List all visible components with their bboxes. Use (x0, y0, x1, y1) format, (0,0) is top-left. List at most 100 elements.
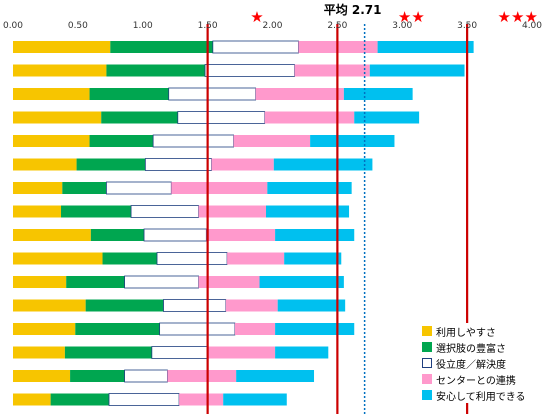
bar-segment-row9-series2 (90, 229, 145, 241)
bar-segment-row11-series5 (259, 276, 344, 288)
bar-segment-row6-series4 (211, 158, 274, 171)
bar-segment-row5-series3 (152, 134, 234, 148)
bar-segment-row13-series4 (234, 323, 276, 335)
bar-segment-row8-series3 (130, 205, 199, 218)
bar-segment-row12-series1 (13, 299, 86, 312)
bar-segment-row16-series3 (108, 393, 180, 406)
bar-segment-row14-series3 (151, 346, 209, 359)
bar-segment-row6-series2 (76, 158, 146, 171)
bar-segment-row2-series2 (106, 64, 206, 77)
star-rating-marker-2: ★★ (398, 8, 425, 26)
bar-segment-row10-series3 (156, 252, 228, 265)
bar-segment-row10-series4 (227, 252, 285, 265)
bar-segment-row13-series5 (275, 323, 355, 335)
bar-segment-row7-series1 (13, 182, 63, 194)
bar-segment-row7-series2 (62, 182, 107, 194)
bar-segment-row10-series1 (13, 252, 103, 265)
bar-segment-row11-series1 (13, 276, 67, 288)
bar-segment-row1-series5 (377, 41, 474, 53)
bar-segment-row16-series1 (13, 393, 51, 406)
x-tick-label: 0.50 (68, 21, 88, 31)
bar-segment-row13-series1 (13, 323, 76, 335)
legend-swatch (422, 390, 432, 400)
bar-segment-row14-series2 (64, 346, 152, 359)
bar-segment-row16-series2 (50, 393, 110, 406)
bar-segment-row4-series1 (13, 111, 102, 124)
bar-segment-row15-series5 (236, 370, 315, 382)
bar-segment-row5-series4 (233, 135, 311, 147)
bar-segment-row4-series3 (177, 111, 266, 124)
bar-segment-row13-series3 (159, 322, 236, 336)
legend-swatch (422, 374, 432, 384)
legend-item: 利用しやすさ (422, 323, 540, 339)
legend-label: 安心して利用できる (436, 391, 526, 403)
bar-segment-row14-series5 (275, 346, 329, 359)
bar-segment-row12-series3 (163, 299, 227, 312)
bar-segment-row9-series5 (275, 229, 355, 241)
x-tick-label: 1.50 (198, 21, 218, 31)
bar-segment-row15-series2 (70, 370, 125, 382)
bar-segment-row16-series5 (223, 393, 287, 406)
bar-segment-row1-series1 (13, 41, 111, 53)
x-tick-label: 0.00 (3, 21, 23, 31)
bar-segment-row1-series2 (110, 41, 213, 53)
bar-segment-row4-series2 (101, 111, 178, 124)
legend-item: センターとの連携 (422, 371, 540, 387)
x-tick-label: 3.00 (392, 21, 412, 31)
x-tick-labels: 0.00 0.50 1.00 1.50 2.00 2.50 3.00 3.50 4.00 (3, 21, 542, 31)
bar-segment-row6-series3 (144, 158, 212, 171)
legend-swatch (422, 342, 432, 352)
bar-segment-row8-series1 (13, 205, 62, 218)
bar-segment-row6-series1 (13, 158, 77, 171)
bar-segment-row2-series3 (204, 64, 295, 77)
bar-segment-row9-series4 (206, 229, 276, 241)
legend-item: 安心して利用できる (422, 387, 540, 403)
x-tick-label: 2.50 (327, 21, 347, 31)
bar-segment-row5-series2 (89, 135, 154, 147)
bar-segment-row7-series4 (171, 182, 268, 194)
bars-layer (13, 40, 474, 406)
bar-segment-row5-series5 (310, 135, 395, 147)
x-tick-label: 4.00 (522, 21, 542, 31)
bar-segment-row5-series1 (13, 135, 90, 147)
x-tick-label: 2.00 (262, 21, 282, 31)
star-rating-marker-3: ★★★ (498, 8, 538, 26)
bar-segment-row3-series4 (255, 88, 344, 100)
star-markers: ★ ★★ ★★★ (250, 8, 538, 26)
bar-segment-row7-series5 (267, 182, 352, 194)
bar-segment-row11-series4 (198, 276, 260, 288)
bar-segment-row2-series5 (369, 64, 465, 77)
legend-label: 選択肢の豊富さ (436, 343, 506, 355)
legend: 利用しやすさ選択肢の豊富さ 役立度／解決度 センターとの連携 安心して利用できる (422, 323, 540, 403)
bar-segment-row7-series3 (106, 181, 172, 195)
bar-segment-row3-series3 (168, 87, 257, 101)
bar-segment-row9-series1 (13, 229, 91, 241)
legend-swatch (422, 326, 432, 336)
bar-segment-row4-series5 (354, 111, 420, 124)
x-tick-label: 1.00 (133, 21, 153, 31)
bar-segment-row8-series4 (198, 205, 267, 218)
legend-label: 役立度／解決度 (436, 359, 506, 371)
bar-segment-row11-series2 (66, 276, 125, 288)
legend-swatch (422, 358, 432, 368)
legend-label: センターとの連携 (436, 375, 516, 387)
bar-segment-row14-series1 (13, 346, 65, 359)
bar-segment-row3-series2 (89, 88, 169, 100)
bar-segment-row3-series1 (13, 88, 90, 100)
bar-segment-row12-series2 (85, 299, 164, 312)
bar-segment-row9-series3 (143, 228, 207, 242)
legend-item: 役立度／解決度 (422, 355, 540, 371)
bar-segment-row16-series4 (179, 393, 224, 406)
bar-segment-row4-series4 (264, 111, 355, 124)
bar-segment-row13-series2 (75, 323, 160, 335)
bar-segment-row8-series5 (266, 205, 350, 218)
star-rating-marker-1: ★ (250, 8, 263, 26)
bar-segment-row15-series4 (167, 370, 237, 382)
bar-segment-row3-series5 (343, 88, 413, 100)
x-tick-label: 3.50 (457, 21, 477, 31)
average-line-label: 平均 2.71 (324, 2, 382, 17)
bar-segment-row1-series3 (212, 40, 299, 54)
legend-item: 選択肢の豊富さ (422, 339, 540, 355)
bar-segment-row8-series2 (61, 205, 132, 218)
